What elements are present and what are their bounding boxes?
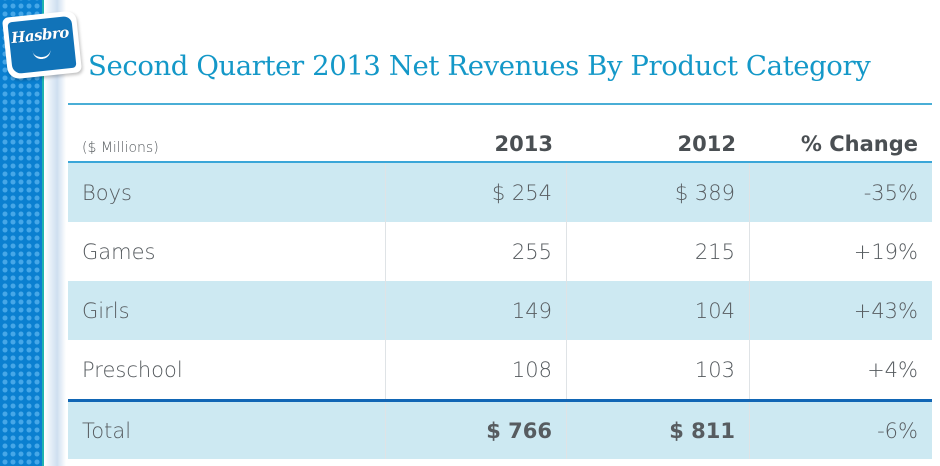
units-label: ($ Millions) [82,140,159,156]
category-cell: Preschool [68,340,386,399]
column-header-label: % Change [800,132,918,156]
value-2012-cell: 103 [567,340,750,399]
category-cell: Boys [68,163,386,222]
title-divider [68,103,932,105]
total-2013-cell: $ 766 [386,402,567,459]
change-cell: +43% [853,298,918,323]
column-header-label: 2012 [677,132,736,156]
column-header-label: 2013 [494,132,553,156]
change-cell: -35% [863,180,918,205]
value-2012-cell: $ 389 [567,163,750,222]
page-title: Second Quarter 2013 Net Revenues By Prod… [88,50,871,82]
table-row: Games 255 215 +19% [68,222,932,281]
side-bar-shadow [44,0,66,466]
value-2013-cell: 108 [386,340,567,399]
hasbro-logo: Hasbro [1,10,83,80]
table-row: Preschool 108 103 +4% [68,340,932,399]
value-2013-cell: $ 254 [386,163,567,222]
value-2012-cell: 215 [567,222,750,281]
units-label-cell: ($ Millions) [68,120,386,161]
table-header-row: ($ Millions) 2013 2012 % Change [68,120,932,163]
change-cell: +4% [867,357,918,382]
column-header-2012: 2012 [567,120,750,161]
table-row: Boys $ 254 $ 389 -35% [68,163,932,222]
column-header-change: % Change [750,120,932,161]
change-cell: +19% [853,239,918,264]
value-2012-cell: 104 [567,281,750,340]
revenue-table: ($ Millions) 2013 2012 % Change Boys $ 2… [68,120,932,459]
total-2012-cell: $ 811 [567,402,750,459]
column-header-2013: 2013 [386,120,567,161]
category-cell: Girls [68,281,386,340]
total-label-cell: Total [68,402,386,459]
total-change-cell: -6% [877,418,918,443]
table-row: Girls 149 104 +43% [68,281,932,340]
table-total-row: Total $ 766 $ 811 -6% [68,399,932,459]
value-2013-cell: 255 [386,222,567,281]
side-bar-edge [42,0,44,466]
category-cell: Games [68,222,386,281]
value-2013-cell: 149 [386,281,567,340]
